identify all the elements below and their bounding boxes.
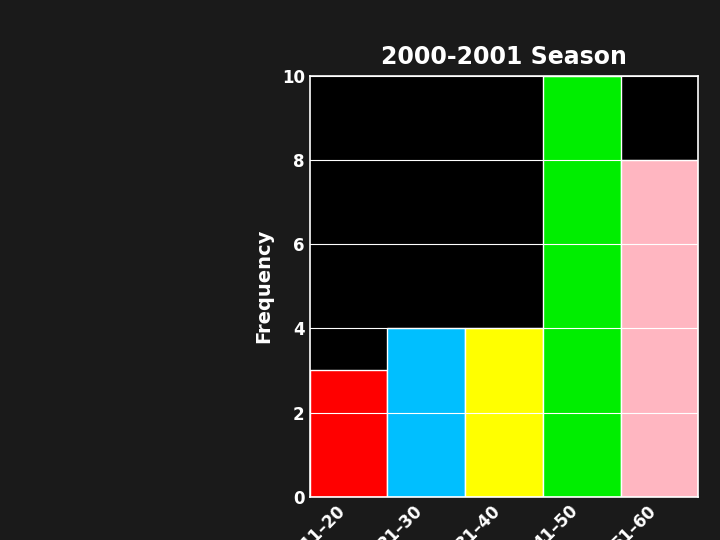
Bar bbox=[387, 328, 465, 497]
Y-axis label: Frequency: Frequency bbox=[254, 229, 274, 343]
Bar bbox=[310, 370, 387, 497]
Bar bbox=[465, 328, 543, 497]
Bar bbox=[543, 76, 621, 497]
Bar bbox=[621, 160, 698, 497]
Title: 2000-2001 Season: 2000-2001 Season bbox=[381, 45, 627, 70]
